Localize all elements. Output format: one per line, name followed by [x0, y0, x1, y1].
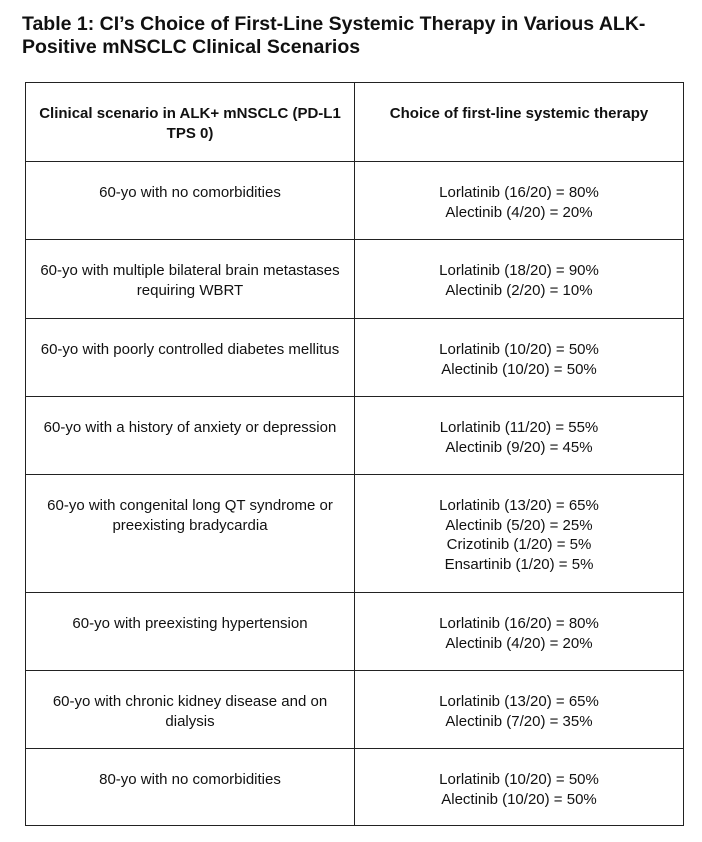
scenario-cell: 80-yo with no comorbidities — [25, 748, 355, 826]
choice-line: Lorlatinib (13/20) = 65% — [439, 497, 599, 514]
table-row: 60-yo with multiple bilateral brain meta… — [25, 239, 684, 319]
choices-cell: Lorlatinib (16/20) = 80% Alectinib (4/20)… — [354, 592, 684, 671]
scenario-cell: 60-yo with chronic kidney disease and on… — [25, 670, 355, 749]
choices-cell: Lorlatinib (16/20) = 80% Alectinib (4/20)… — [354, 161, 684, 240]
choice-line: Alectinib (4/20) = 20% — [445, 634, 593, 652]
choices-cell: Lorlatinib (10/20) = 50% Alectinib (10/20… — [354, 748, 684, 826]
scenario-cell: 60-yo with poorly controlled diabetes me… — [25, 318, 355, 397]
table-row: 60-yo with no comorbidities Lorlatinib (1… — [25, 161, 684, 240]
table-row: 60-yo with poorly controlled diabetes me… — [25, 318, 684, 397]
choice-line: Alectinib (10/20) = 50% — [441, 790, 597, 808]
header-cell: Choice of first-line systemic therapy — [354, 82, 684, 162]
choice-line: Lorlatinib (11/20) = 55% — [439, 419, 599, 436]
header-cell: Clinical scenario in ALK+ mNSCLC (PD-L1 … — [25, 82, 355, 162]
scenario-cell: 60-yo with no comorbidities — [25, 161, 355, 240]
choice-line: Lorlatinib (18/20) = 90% — [439, 262, 599, 279]
choice-line: Alectinib (10/20) = 50% — [441, 360, 597, 378]
scenario-cell: 60-yo with a history of anxiety or depre… — [25, 396, 355, 475]
choices-cell: Lorlatinib (18/20) = 90% Alectinib (2/20)… — [354, 239, 684, 319]
header-row: Clinical scenario in ALK+ mNSCLC (PD-L1 … — [25, 82, 684, 162]
choice-line: Lorlatinib (13/20) = 65% — [439, 693, 599, 710]
choice-line: Lorlatinib (16/20) = 80% — [439, 184, 599, 201]
table-title: Table 1: CI’s Choice of First-Line Syste… — [22, 13, 646, 58]
choices-cell: Lorlatinib (11/20) = 55% Alectinib (9/20)… — [354, 396, 684, 475]
choice-line: Lorlatinib (10/20) = 50% — [439, 341, 599, 358]
scenario-cell: 60-yo with multiple bilateral brain meta… — [25, 239, 355, 319]
table-row: 60-yo with a history of anxiety or depre… — [25, 396, 684, 475]
scenario-cell: 60-yo with preexisting hypertension — [25, 592, 355, 671]
choices-cell: Lorlatinib (13/20) = 65% Alectinib (7/20)… — [354, 670, 684, 749]
choices-cell: Lorlatinib (13/20) = 65% Alectinib (5/20)… — [354, 474, 684, 593]
choice-line: Ensartinib (1/20) = 5% — [444, 555, 594, 573]
choice-line: Lorlatinib (10/20) = 50% — [439, 771, 599, 788]
choice-line: Alectinib (9/20) = 45% — [445, 438, 593, 456]
choice-line: Alectinib (4/20) = 20% — [445, 203, 593, 221]
choice-line: Lorlatinib (16/20) = 80% — [439, 615, 599, 632]
table-row: 80-yo with no comorbidities Lorlatinib (1… — [25, 748, 684, 826]
table-row: 60-yo with chronic kidney disease and on… — [25, 670, 684, 749]
choice-line: Alectinib (7/20) = 35% — [445, 712, 593, 730]
scenario-cell: 60-yo with congenital long QT syndrome o… — [25, 474, 355, 593]
choices-cell: Lorlatinib (10/20) = 50% Alectinib (10/20… — [354, 318, 684, 397]
therapy-table: Clinical scenario in ALK+ mNSCLC (PD-L1 … — [25, 82, 684, 826]
choice-line: Crizotinib (1/20) = 5% — [446, 536, 592, 553]
table-row: 60-yo with congenital long QT syndrome o… — [25, 474, 684, 593]
table-row: 60-yo with preexisting hypertension Lorla… — [25, 592, 684, 671]
choice-line: Alectinib (5/20) = 25% — [445, 516, 593, 534]
choice-line: Alectinib (2/20) = 10% — [445, 281, 593, 299]
